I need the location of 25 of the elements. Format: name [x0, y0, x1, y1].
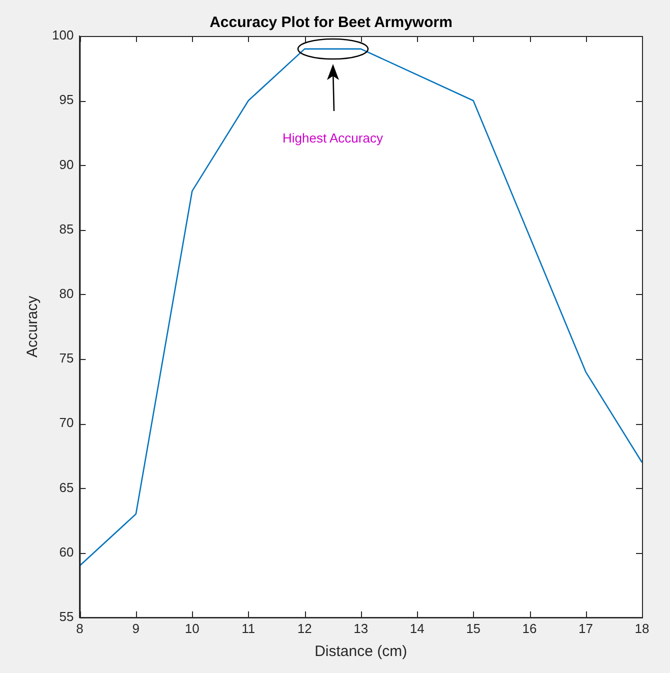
- y-tick-label: 80: [59, 286, 74, 301]
- x-tick-label: 15: [466, 620, 481, 636]
- y-tick-label: 60: [59, 544, 74, 560]
- x-tick-label: 18: [634, 620, 650, 636]
- x-tick-label: 13: [354, 620, 368, 636]
- x-tick-label: 9: [132, 620, 140, 636]
- y-tick-label: 95: [59, 92, 74, 108]
- y-tick-label: 85: [59, 221, 74, 236]
- y-tick-label: 55: [59, 608, 74, 624]
- chart-title: Accuracy Plot for Beet Armyworm: [210, 14, 452, 32]
- x-tick-label: 17: [578, 620, 594, 636]
- y-tick-label: 75: [59, 350, 74, 366]
- x-axis-title: Distance (cm): [314, 643, 408, 660]
- x-tick-label: 12: [297, 620, 312, 636]
- y-tick-label: 90: [59, 156, 74, 172]
- x-tick-label: 14: [410, 620, 424, 636]
- x-tick-label: 11: [242, 620, 256, 636]
- y-tick-label: 100: [52, 28, 74, 43]
- x-tick-label: 8: [76, 620, 84, 636]
- annotation: Highest Accuracy: [282, 130, 384, 146]
- x-tick-label: 10: [184, 620, 200, 636]
- x-tick-label: 16: [522, 620, 537, 636]
- y-axis-title: Accuracy: [24, 295, 42, 358]
- y-tick-label: 65: [59, 480, 74, 495]
- y-tick-label: 70: [59, 415, 74, 430]
